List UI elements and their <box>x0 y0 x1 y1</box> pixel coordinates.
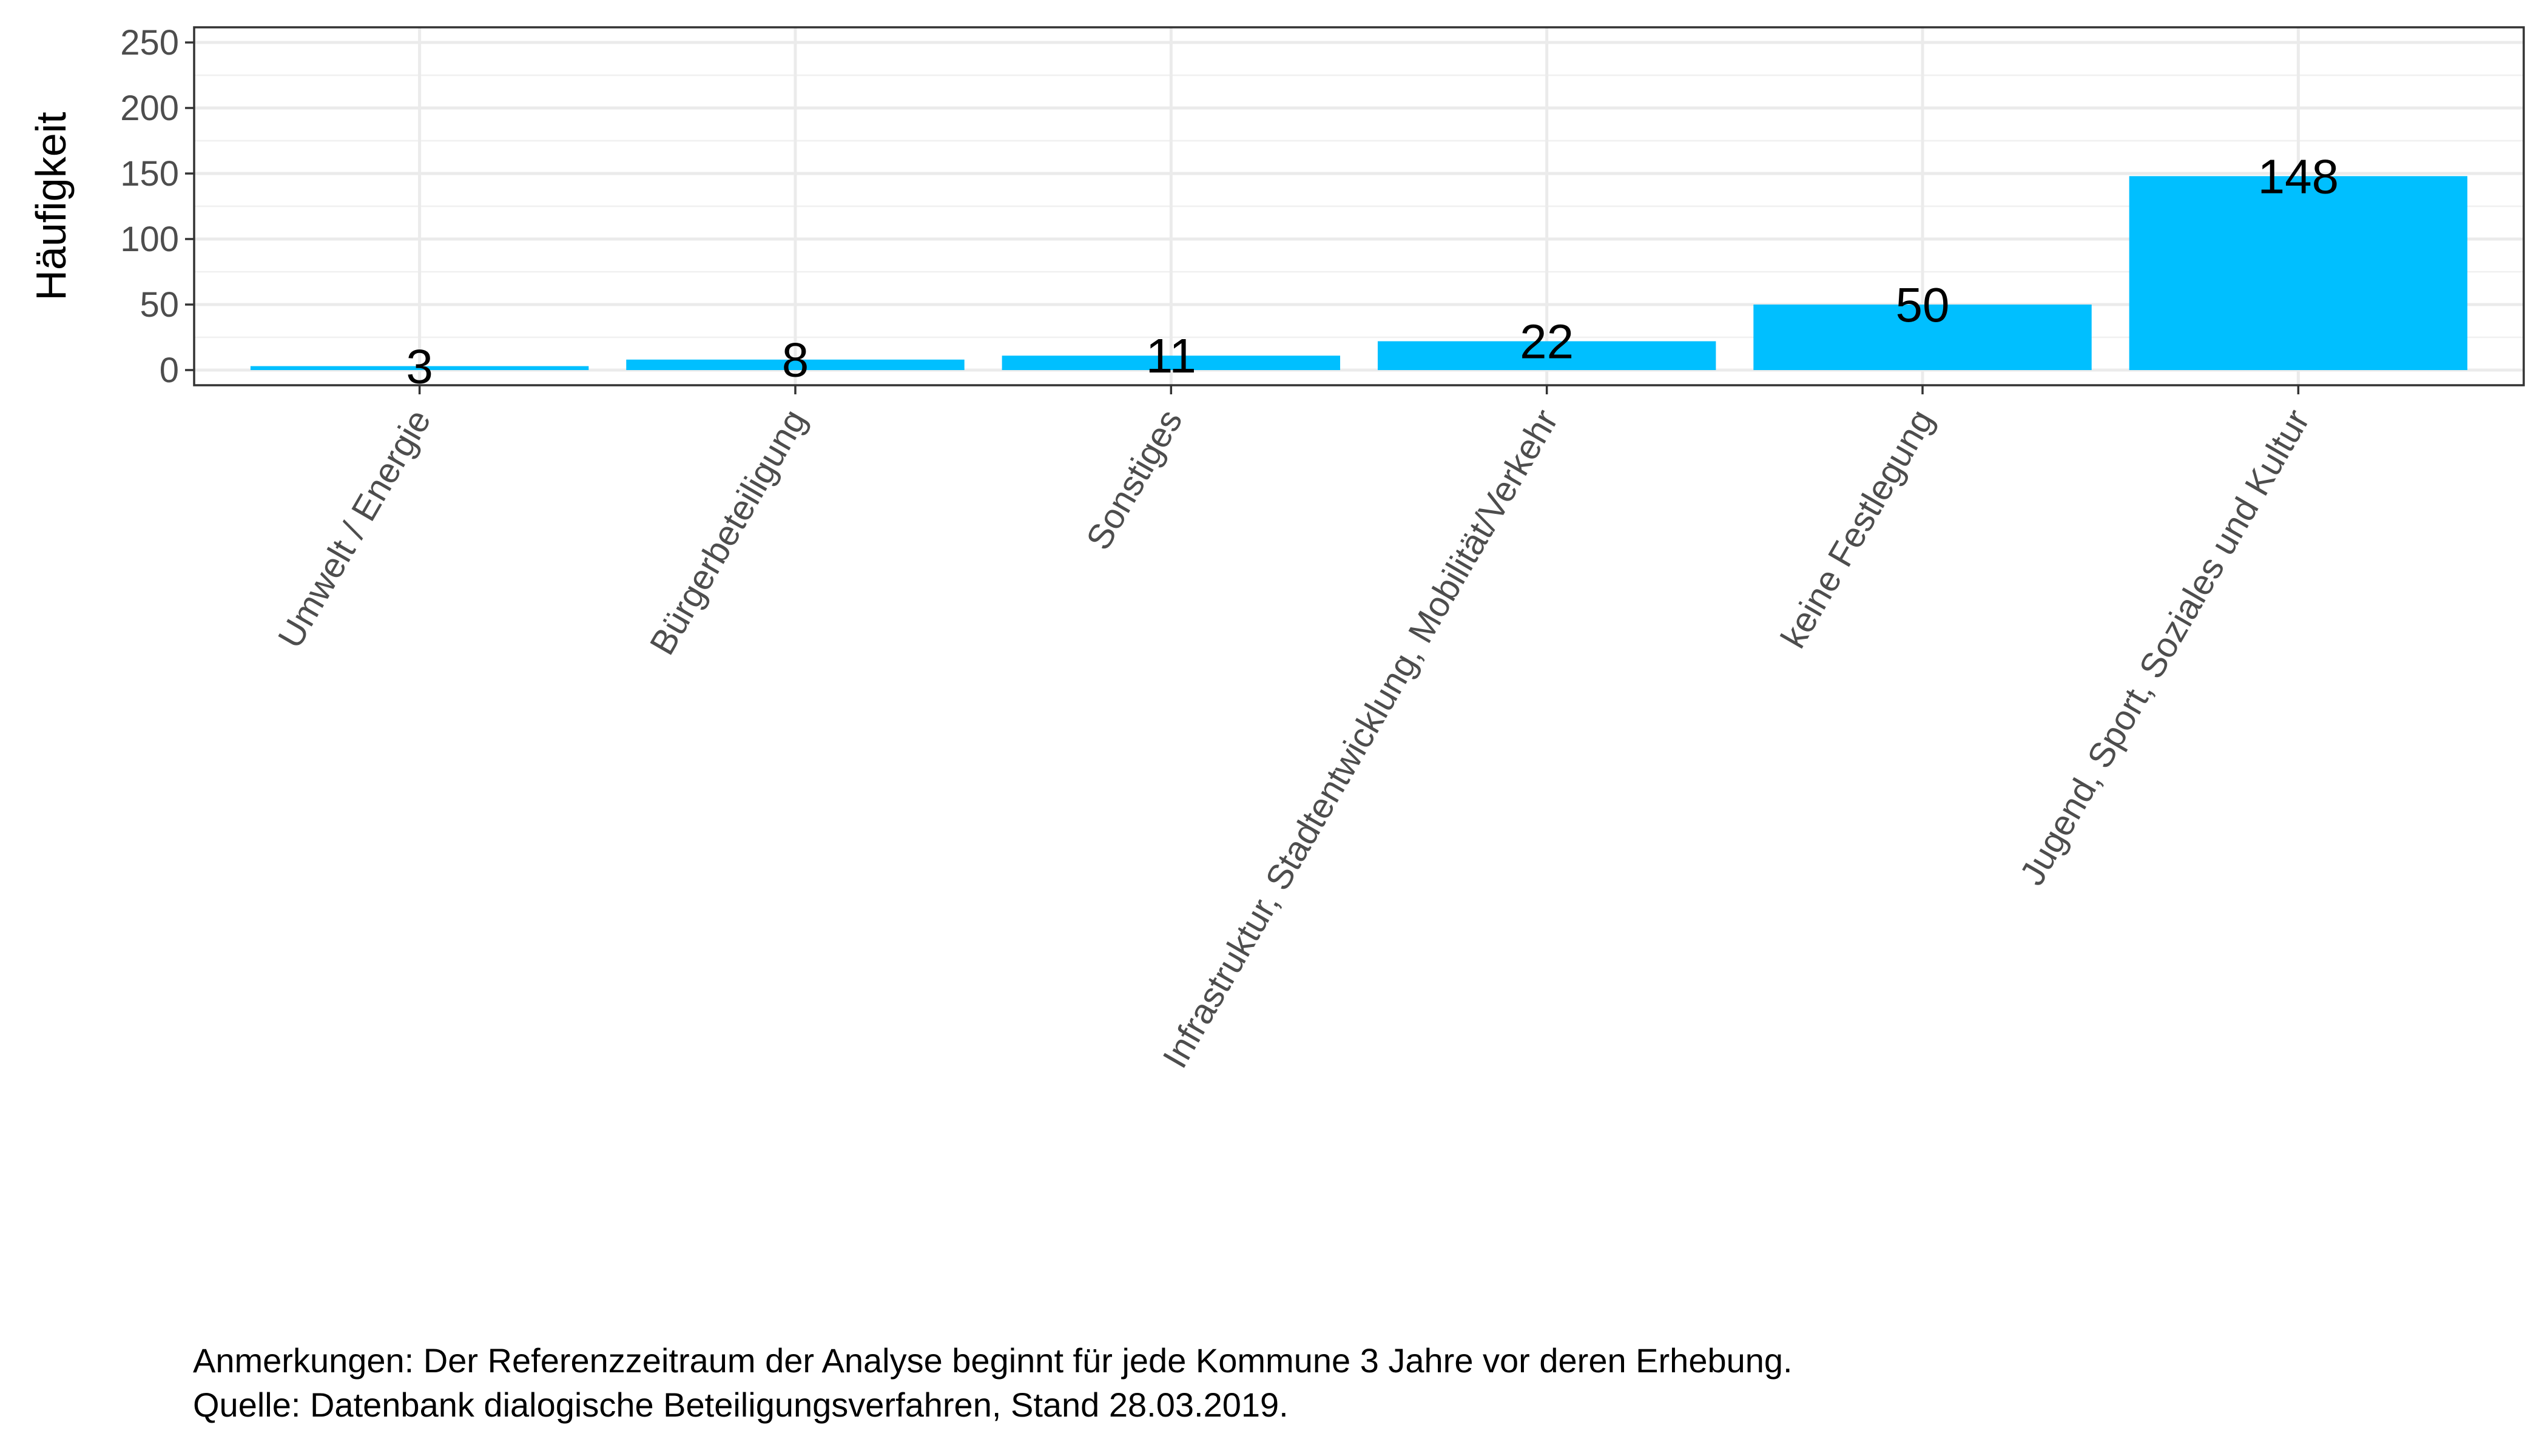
x-axis: Umwelt / Energie Bürgerbeteiligung Sonstig… <box>271 385 2317 1074</box>
y-tick-label: 50 <box>140 285 179 325</box>
bar-value-label: 148 <box>2258 149 2339 203</box>
x-tick-label: Umwelt / Energie <box>271 403 439 655</box>
bar <box>1377 341 1716 370</box>
bar <box>1002 356 1341 370</box>
bar-value-label: 11 <box>1146 329 1196 383</box>
y-tick-label: 100 <box>120 220 179 259</box>
bar <box>2129 176 2468 370</box>
annotation-note: Anmerkungen: Der Referenzzeitraum der An… <box>193 1341 1793 1380</box>
y-axis: 0 50 100 150 200 250 <box>120 23 194 390</box>
x-tick-label: Bürgerbeteiligung <box>642 403 815 661</box>
y-tick-label: 200 <box>120 89 179 128</box>
x-tick-label: Sonstiges <box>1079 403 1190 556</box>
bar-value-label: 50 <box>1896 278 1950 332</box>
y-tick-label: 150 <box>120 154 179 194</box>
y-tick-label: 0 <box>160 351 179 390</box>
y-axis-label: Häufigkeit <box>27 112 75 300</box>
y-tick-label: 250 <box>120 23 179 62</box>
source-note: Quelle: Datenbank dialogische Beteiligun… <box>193 1386 1289 1424</box>
x-tick-label: Infrastruktur, Stadtentwicklung, Mobilit… <box>1155 403 1566 1074</box>
bar <box>626 359 965 370</box>
bar-value-label: 22 <box>1520 314 1574 368</box>
bars <box>250 176 2468 370</box>
x-tick-label: keine Festlegung <box>1773 403 1941 655</box>
bar <box>1753 305 2092 370</box>
bar <box>250 366 589 370</box>
panel-border <box>193 26 2525 386</box>
bar-value-label: 8 <box>782 333 809 387</box>
x-tick-label: Jugend, Sport, Soziales und Kultur <box>2012 403 2317 892</box>
